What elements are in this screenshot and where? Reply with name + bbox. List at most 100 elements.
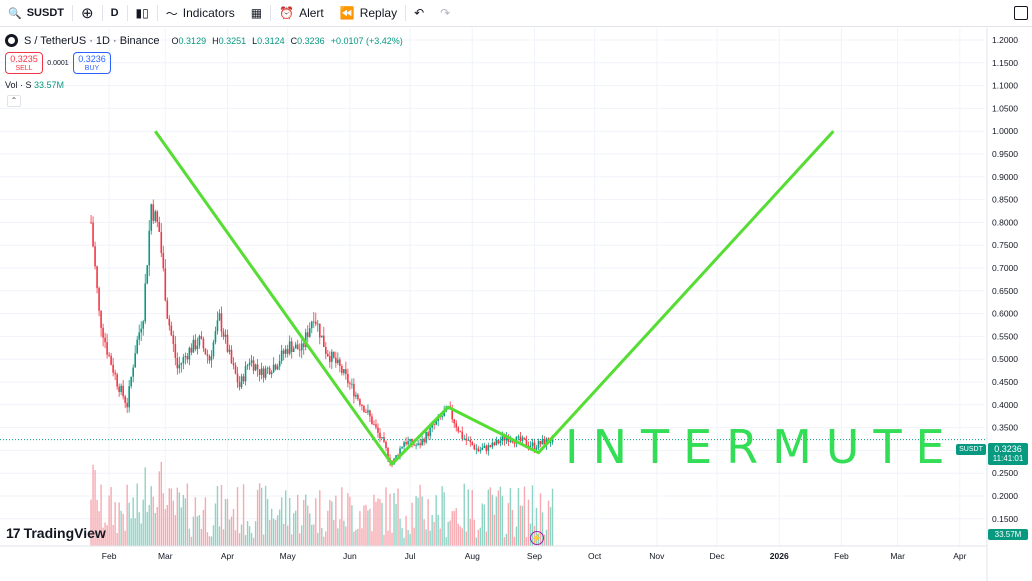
candle-body (417, 443, 419, 446)
fullscreen-button[interactable] (1014, 6, 1028, 20)
tradingview-logo[interactable]: 17 TradingView (6, 525, 106, 541)
volume-bar (174, 515, 177, 546)
candle-body (327, 353, 329, 357)
chart-type-button[interactable]: ▮▯ (128, 0, 157, 27)
redo-button[interactable]: ↷ (432, 0, 458, 27)
redo-icon: ↷ (440, 6, 451, 20)
volume-bar (421, 496, 423, 546)
candle-body (509, 440, 512, 442)
candles-icon: ▮▯ (135, 6, 149, 20)
candle-body (162, 253, 165, 269)
volume-bar (166, 504, 168, 546)
candle-body (537, 440, 540, 449)
replay-button[interactable]: ⏪ Replay (332, 0, 405, 27)
sell-button[interactable]: 0.3235 SELL (5, 52, 43, 74)
candle-body (266, 367, 269, 369)
volume-bar (389, 493, 391, 546)
compare-button[interactable]: ⊕ (73, 0, 102, 27)
volume-bar (184, 498, 187, 546)
price-axis[interactable]: 1.2000 1.1500 1.1000 1.0500 1.0000 0.9500 0.90… (986, 28, 1018, 581)
volume-bar (497, 490, 500, 546)
candle-body (232, 363, 235, 366)
candle-body (499, 440, 502, 444)
price-tick-label: 0.8000 (992, 217, 1018, 227)
collapse-legend-button[interactable]: ⌃ (7, 95, 21, 107)
legend-title[interactable]: S / TetherUS · 1D · Binance (24, 34, 160, 47)
trend-line-drawing[interactable] (154, 130, 835, 466)
volume-legend[interactable]: Vol · S 33.57M (5, 80, 64, 90)
price-tick-label: 0.2500 (992, 468, 1018, 478)
candle-body (168, 318, 171, 326)
volume-bar (112, 525, 114, 546)
volume-bar (447, 521, 449, 546)
candle-body (172, 335, 175, 345)
volume-bar (311, 524, 313, 546)
volume-bar (495, 496, 498, 546)
volume-bar (258, 483, 261, 546)
candle-body (92, 222, 94, 247)
lightning-icon[interactable]: ⚡ (530, 531, 544, 545)
symbol-label: SUSDT (26, 7, 64, 19)
price-tick-label: 1.0000 (992, 126, 1018, 136)
volume-bar (154, 512, 156, 546)
symbol-price-tag: SUSDT (956, 444, 986, 455)
volume-bar (198, 515, 201, 546)
trade-buttons: 0.3235 SELL 0.0001 0.3236 BUY (5, 52, 111, 74)
volume-bar (132, 497, 134, 546)
candle-body (196, 345, 199, 350)
candle-body (296, 344, 299, 350)
candle-body (282, 350, 285, 354)
volume-bar (473, 519, 475, 546)
candle-body (294, 344, 297, 349)
candle-body (425, 432, 427, 443)
volume-bar (413, 527, 415, 546)
volume-bar (128, 502, 130, 546)
price-tick-label: 0.5000 (992, 354, 1018, 364)
volume-bar (116, 533, 118, 546)
volume-bar (487, 489, 490, 546)
time-axis[interactable]: Feb Mar Apr May Jun Jul Aug Sep Oct Nov Dec 2026 Feb… (0, 545, 987, 561)
candle-body (136, 339, 138, 354)
volume-bar (515, 526, 518, 546)
indicators-button[interactable]: 〜 Indicators (158, 0, 243, 27)
price-chart[interactable]: 1.2000 1.1500 1.1000 1.0500 1.0000 0.9500 0.90… (0, 28, 1032, 581)
volume-bar (459, 526, 461, 546)
candle-body (230, 349, 233, 364)
high-label: H (212, 35, 219, 46)
volume-bar (142, 499, 144, 546)
volume-bar (188, 528, 191, 546)
candle-body (318, 323, 321, 338)
volume-bar (435, 495, 437, 546)
time-tick-label: Oct (588, 551, 602, 561)
buy-button[interactable]: 0.3236 BUY (73, 52, 111, 74)
toolbar-divider (71, 5, 73, 21)
volume-bar (377, 498, 379, 546)
time-tick-label: 2026 (770, 551, 789, 561)
drawing-text-label[interactable]: INTERMUTE (565, 420, 959, 474)
candle-body (325, 346, 327, 354)
candle-body (240, 376, 243, 388)
candle-body (248, 362, 251, 366)
volume-bar (433, 521, 435, 546)
time-tick-label: May (280, 551, 297, 561)
candle-body (140, 328, 143, 333)
undo-button[interactable]: ↶ (406, 0, 432, 27)
candle-body (316, 323, 319, 325)
volume-bar (262, 534, 265, 546)
interval-button[interactable]: D (103, 0, 127, 27)
volume-bar (543, 534, 546, 546)
volume-bar (234, 530, 237, 546)
volume-bar (216, 485, 219, 546)
candle-body (465, 438, 468, 441)
layouts-button[interactable]: ▦ (243, 0, 270, 27)
symbol-search[interactable]: 🔍 SUSDT (0, 0, 72, 27)
volume-bar (481, 503, 484, 546)
sell-label: SELL (15, 65, 33, 72)
candle-body (487, 445, 490, 451)
candle-body (491, 442, 494, 448)
alert-button[interactable]: ⏰ Alert (271, 0, 332, 27)
candle-body (246, 365, 249, 367)
chart-area[interactable]: 1.2000 1.1500 1.1000 1.0500 1.0000 0.9500 0.90… (0, 28, 1032, 581)
volume-bar (274, 519, 277, 546)
candle-body (359, 399, 361, 405)
